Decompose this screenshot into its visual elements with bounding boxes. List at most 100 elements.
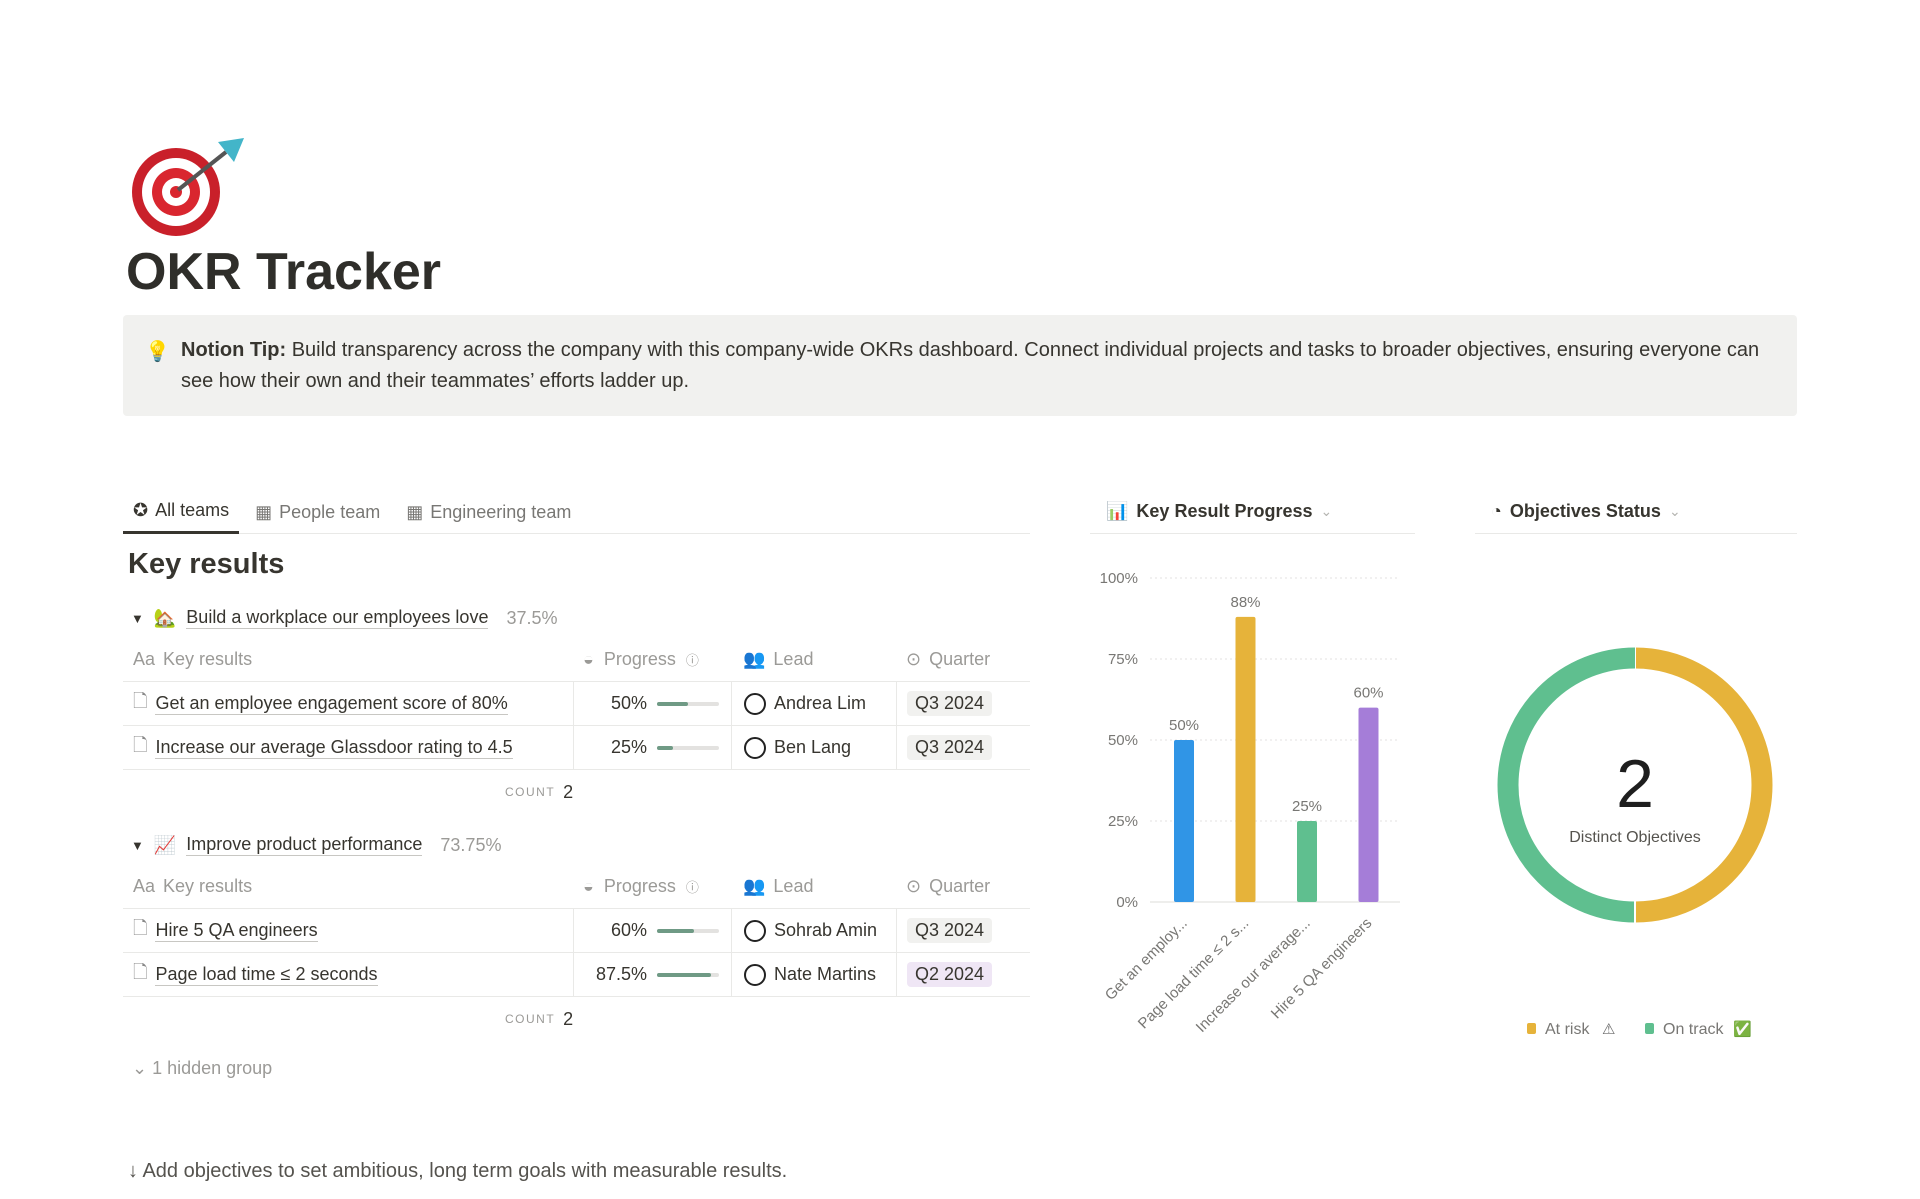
lead-name[interactable]: Nate Martins — [774, 964, 877, 984]
tab-label: All teams — [155, 500, 230, 520]
group-header[interactable]: ▼ 📈 Improve product performance 73.75% — [123, 825, 1030, 865]
chart-header-objectives-status[interactable]: ◔ Objectives Status ⌄ — [1475, 490, 1797, 534]
legend-label: On track — [1663, 1021, 1724, 1038]
column-header-lead[interactable]: Lead — [773, 876, 814, 896]
objectives-status-chart: 2 Distinct Objectives At risk ⚠ On track ✅ — [1497, 646, 1773, 1038]
bar — [1358, 707, 1379, 902]
column-header-name[interactable]: Key results — [163, 649, 253, 669]
y-tick-label: 75% — [1108, 651, 1138, 668]
group-header[interactable]: ▼ 🏡 Build a workplace our employees love 37… — [123, 598, 1030, 638]
column-header-quarter[interactable]: Quarter — [929, 649, 991, 669]
page-title: OKR Tracker — [126, 243, 442, 301]
page-icon: 🗋 — [133, 734, 148, 755]
triangle-down-icon[interactable]: ▼ — [131, 837, 144, 853]
section-title: Key results — [128, 548, 285, 580]
tab-people-team[interactable]: ▦ People team — [245, 490, 390, 534]
table-row[interactable]: 🗋 Page load time ≤ 2 seconds 87.5% Nate M… — [123, 953, 1030, 997]
text-type-icon: Aa — [133, 876, 156, 896]
progress-icon: ◒ — [583, 649, 594, 669]
hidden-groups-toggle[interactable]: ⌄ 1 hidden group — [132, 1058, 273, 1078]
progress-value: 87.5% — [595, 964, 647, 984]
text-type-icon: Aa — [133, 649, 156, 669]
quarter-tag[interactable]: Q3 2024 — [907, 918, 993, 943]
footer-hint: ↓ Add objectives to set ambitious, long … — [128, 1160, 788, 1182]
key-result-name[interactable]: Hire 5 QA engineers — [155, 919, 318, 942]
chevron-down-icon: ⌄ — [1668, 503, 1681, 519]
count-value: 2 — [563, 1008, 574, 1029]
group-percent: 73.75% — [440, 834, 502, 855]
count-label: COUNT — [505, 1012, 556, 1026]
bar-chart-icon: 📊 — [1106, 501, 1129, 521]
donut-slice — [1497, 647, 1636, 923]
y-tick-label: 25% — [1108, 813, 1138, 830]
tab-label: Engineering team — [430, 501, 572, 522]
y-tick-label: 50% — [1108, 732, 1138, 749]
tab-engineering-team[interactable]: ▦ Engineering team — [396, 490, 581, 534]
group-name[interactable]: Improve product performance — [186, 834, 423, 856]
chart-header-key-result-progress[interactable]: 📊 Key Result Progress ⌄ — [1090, 490, 1415, 534]
data-label: 50% — [1169, 717, 1199, 734]
table-row[interactable]: 🗋 Increase our average Glassdoor rating t… — [123, 726, 1030, 770]
legend-label: At risk — [1545, 1021, 1590, 1038]
lightbulb-icon: 💡 — [145, 341, 170, 363]
progress-bar — [657, 972, 719, 977]
legend-swatch — [1527, 1023, 1536, 1034]
progress-bar — [657, 928, 719, 933]
column-header-name[interactable]: Key results — [163, 876, 253, 896]
table-row[interactable]: 🗋 Hire 5 QA engineers 60% Sohrab Amin Q3 … — [123, 909, 1030, 953]
x-tick-label: Page load time ≤ 2 s... — [1135, 915, 1252, 1032]
group-emoji: 🏡 — [153, 607, 177, 628]
column-header-lead[interactable]: Lead — [773, 649, 814, 669]
lead-name[interactable]: Sohrab Amin — [774, 920, 878, 940]
tab-all-teams[interactable]: ✪ All teams — [123, 490, 240, 534]
quarter-tag[interactable]: Q3 2024 — [907, 691, 993, 716]
triangle-down-icon[interactable]: ▼ — [131, 610, 144, 626]
legend-icon: ⚠ — [1602, 1021, 1615, 1038]
key-result-name[interactable]: Increase our average Glassdoor rating to… — [155, 736, 513, 759]
lead-name[interactable]: Ben Lang — [774, 737, 852, 757]
avatar — [744, 692, 766, 715]
column-header-progress[interactable]: Progress — [603, 649, 676, 669]
view-tabs: ✪ All teams ▦ People team ▦ Engineering tea… — [123, 490, 1030, 534]
legend-swatch — [1645, 1023, 1654, 1034]
progress-value: 60% — [610, 920, 647, 940]
group-name[interactable]: Build a workplace our employees love — [186, 607, 489, 629]
quarter-tag[interactable]: Q2 2024 — [907, 962, 993, 987]
progress-value: 25% — [610, 737, 647, 757]
objective-group: ▼ 🏡 Build a workplace our employees love 37… — [123, 598, 1030, 814]
key-result-name[interactable]: Page load time ≤ 2 seconds — [155, 963, 378, 986]
group-emoji: 📈 — [153, 834, 177, 855]
data-label: 25% — [1292, 798, 1322, 815]
chart-title: Objectives Status — [1509, 501, 1661, 521]
column-header-progress[interactable]: Progress — [603, 876, 676, 896]
table-row[interactable]: 🗋 Get an employee engagement score of 80%… — [123, 682, 1030, 726]
info-icon: ⓘ — [685, 880, 699, 895]
data-label: 88% — [1230, 594, 1260, 611]
lead-name[interactable]: Andrea Lim — [774, 693, 867, 713]
select-icon: ⊙ — [906, 649, 922, 669]
quarter-tag[interactable]: Q3 2024 — [907, 735, 993, 760]
legend-icon: ✅ — [1733, 1020, 1752, 1038]
key-result-name[interactable]: Get an employee engagement score of 80% — [155, 692, 508, 715]
progress-bar — [657, 701, 719, 706]
x-tick-label: Hire 5 QA engineers — [1268, 915, 1376, 1023]
group-percent: 37.5% — [506, 607, 558, 628]
people-icon: 👥 — [743, 649, 766, 669]
tab-label: People team — [279, 501, 381, 522]
chevron-down-icon: ⌄ — [1320, 503, 1333, 519]
count-label: COUNT — [505, 785, 556, 799]
objective-group: ▼ 📈 Improve product performance 73.75% Aa Ke… — [123, 825, 1030, 1041]
page-icon: 🗋 — [133, 690, 148, 711]
bar — [1297, 821, 1317, 902]
count-value: 2 — [563, 781, 574, 802]
y-tick-label: 100% — [1100, 570, 1138, 587]
info-icon: ⓘ — [685, 653, 699, 668]
chart-title: Key Result Progress — [1136, 501, 1313, 521]
column-header-quarter[interactable]: Quarter — [929, 876, 991, 896]
select-icon: ⊙ — [906, 876, 922, 896]
donut-slice — [1634, 647, 1773, 923]
page-icon: 🗋 — [133, 917, 148, 938]
group-count: COUNT 2 — [123, 770, 1030, 814]
center-label: Distinct Objectives — [1569, 829, 1701, 846]
progress-value: 50% — [610, 693, 647, 713]
